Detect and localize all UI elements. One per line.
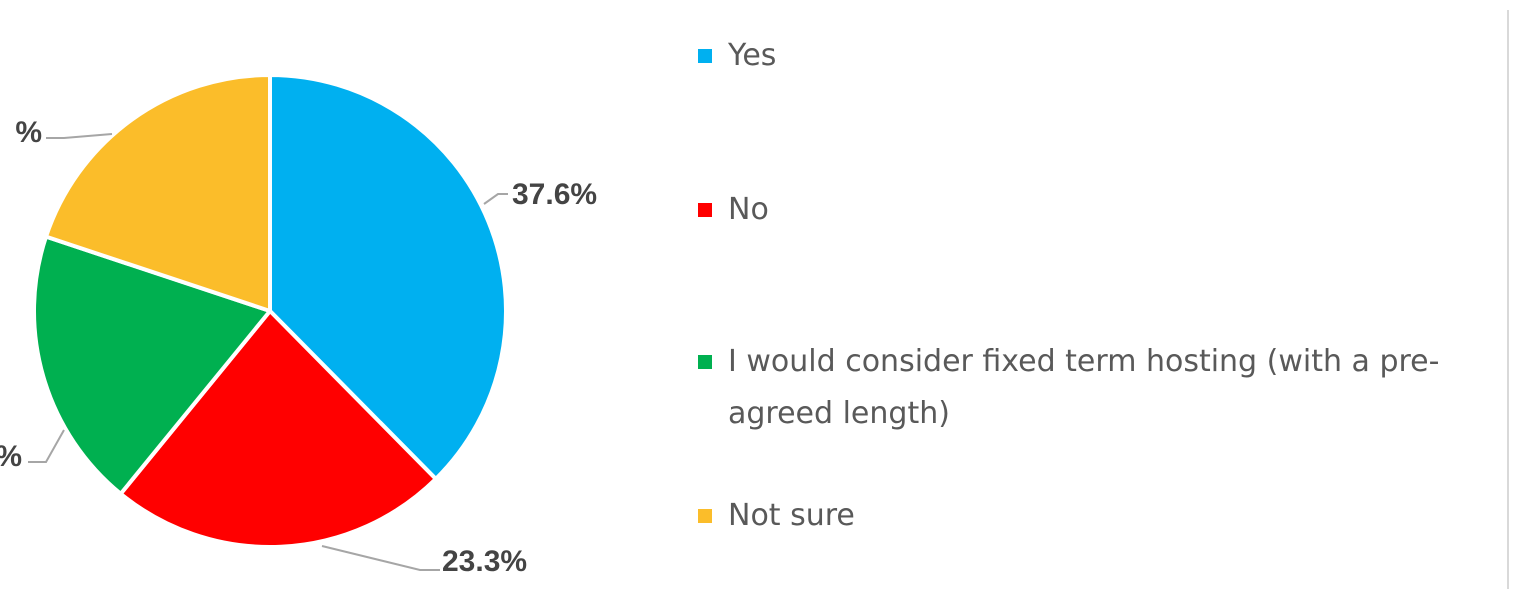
pie-slice-i-would-consider-fixed-t bbox=[32, 234, 272, 496]
chart-legend: Yes No I would consider fixed term hosti… bbox=[698, 0, 1498, 599]
legend-label-not-sure: Not sure bbox=[728, 498, 855, 533]
leader-line-no bbox=[321, 545, 440, 571]
leader-line-not-sure bbox=[46, 133, 113, 139]
pie-slice-not-sure bbox=[44, 73, 272, 313]
leader-line-yes bbox=[483, 193, 508, 205]
data-label-yes: 37.6% bbox=[512, 178, 597, 211]
data-label-no: 23.3% bbox=[442, 545, 527, 578]
pie-slice-yes bbox=[268, 73, 508, 481]
leader-line-i-would-consider-fixed-t bbox=[28, 429, 65, 463]
pie-slice-no bbox=[118, 309, 438, 549]
data-label-i-would-consider-fixed-t: 9% bbox=[0, 440, 22, 473]
data-label-not-sure: % bbox=[15, 116, 42, 149]
legend-swatch-no bbox=[698, 203, 712, 217]
legend-swatch-yes bbox=[698, 49, 712, 63]
legend-swatch-fixed-term bbox=[698, 355, 712, 369]
legend-label-yes: Yes bbox=[728, 38, 777, 73]
legend-label-fixed-term: I would consider fixed term hosting (wit… bbox=[728, 344, 1440, 431]
legend-label-no: No bbox=[728, 192, 769, 227]
panel-divider bbox=[1507, 10, 1509, 589]
pie-chart: 37.6% 23.3% 9%% bbox=[0, 73, 597, 578]
legend-swatch-not-sure bbox=[698, 509, 712, 523]
